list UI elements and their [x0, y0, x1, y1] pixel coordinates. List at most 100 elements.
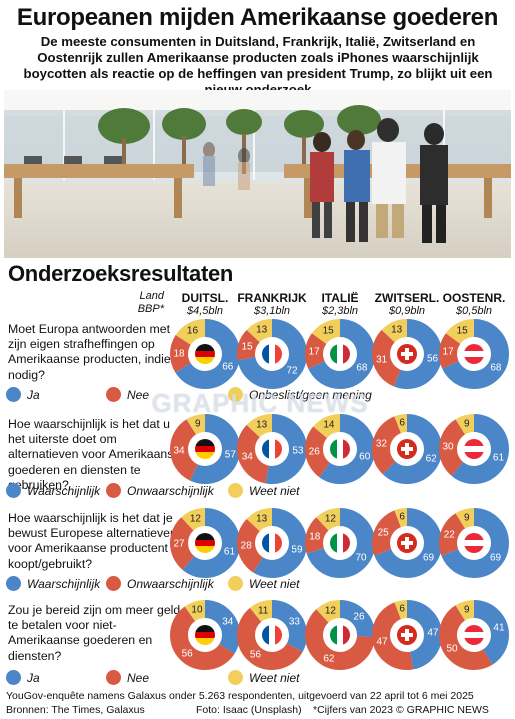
country-gdp: $2,3bln — [321, 305, 359, 317]
legend-label: Ja — [27, 388, 40, 402]
donut-chart: 34 56 10 — [169, 599, 241, 671]
donut-slice-red — [170, 600, 240, 670]
donut-slice-red — [237, 319, 307, 389]
donut-svg — [439, 600, 509, 670]
donut-chart: 41 50 9 — [438, 599, 510, 671]
donut-value-label: 50 — [446, 643, 458, 655]
donut-svg — [237, 319, 307, 389]
donut-value-label: 13 — [256, 513, 268, 525]
donut-value-label: 11 — [257, 605, 269, 617]
donut-slice-red — [305, 319, 375, 389]
donut-value-label: 13 — [391, 324, 403, 336]
legend-label: Onwaarschijnlijk — [127, 484, 214, 498]
donut-value-label: 28 — [240, 540, 252, 552]
austria-flag-icon — [464, 439, 484, 459]
legend-swatch — [106, 387, 121, 402]
switzerland-flag-icon — [397, 533, 417, 553]
donut-value-label: 9 — [463, 604, 470, 616]
donut-value-label: 30 — [442, 441, 454, 453]
legend-swatch — [106, 576, 121, 591]
legend-swatch — [6, 387, 21, 402]
germany-flag-icon — [195, 439, 215, 459]
donut-slice-red — [237, 414, 307, 484]
country-gdp: $3,1bln — [253, 305, 291, 317]
legend-label: Waarschijnlijk — [27, 577, 101, 591]
donut-value-label: 60 — [359, 451, 371, 463]
question-text: Hoe waarschijnlijk is het dat u het uite… — [8, 417, 181, 492]
legend-label: Weet niet — [249, 577, 300, 591]
donut-slice-yellow — [439, 508, 509, 578]
donut-svg — [439, 319, 509, 389]
donut-slice-yellow — [170, 319, 240, 389]
donut-value-label: 15 — [456, 325, 468, 337]
donut-value-label: 31 — [376, 354, 388, 366]
footer-note: *Cijfers van 2023 — [313, 704, 393, 716]
donut-slice-yellow — [237, 319, 307, 389]
donut-chart: 57 34 9 — [169, 413, 241, 485]
donut-slice-red — [305, 414, 375, 484]
country-header: ITALIË — [321, 291, 359, 305]
donut-value-label: 68 — [356, 362, 368, 374]
switzerland-flag-icon — [397, 625, 417, 645]
donut-slice-yellow — [439, 414, 509, 484]
donut-chart: 33 56 11 — [236, 599, 308, 671]
donut-value-label: 12 — [324, 513, 336, 525]
donut-svg — [305, 319, 375, 389]
donut-slice-yellow — [372, 600, 442, 670]
donut-svg — [305, 600, 375, 670]
donut-chart: 61 27 12 — [169, 507, 241, 579]
donut-value-label: 26 — [353, 611, 365, 623]
gdp-label: BBP* — [137, 303, 164, 315]
donut-chart: 59 28 13 — [236, 507, 308, 579]
donut-slice-yellow — [237, 508, 307, 578]
donut-value-label: 33 — [288, 616, 300, 628]
footer-copyright: © GRAPHIC NEWS — [396, 704, 489, 716]
legend-swatch — [228, 576, 243, 591]
legend-swatch — [6, 483, 21, 498]
donut-slice-red — [237, 600, 307, 670]
legend-label: Weet niet — [249, 671, 300, 685]
question-text: Zou je bereid zijn om meer geld te betal… — [8, 603, 181, 663]
donut-slice-red — [305, 508, 375, 578]
donut-slice-red — [305, 600, 375, 670]
donut-value-label: 17 — [308, 346, 320, 358]
legend-swatch — [228, 483, 243, 498]
header-land-label: Land BBP* — [108, 290, 164, 316]
donut-value-label: 13 — [256, 324, 268, 336]
country-header: ZWITSERL. — [374, 291, 440, 305]
donut-value-label: 18 — [309, 531, 321, 543]
donut-value-label: 12 — [189, 513, 201, 525]
donut-svg — [237, 600, 307, 670]
legend: Waarschijnlijk Onwaarschijnlijk Weet niet — [6, 483, 426, 501]
donut-chart: 26 62 12 — [304, 599, 376, 671]
austria-flag-icon — [464, 533, 484, 553]
france-flag-icon — [262, 344, 282, 364]
germany-flag-icon — [195, 344, 215, 364]
footer-survey: YouGov-enquête namens Galaxus onder 5.26… — [6, 690, 474, 702]
donut-chart: 69 22 9 — [438, 507, 510, 579]
store-photo — [4, 90, 511, 258]
store-interior-image — [4, 90, 511, 258]
austria-flag-icon — [464, 344, 484, 364]
italy-flag-icon — [330, 625, 350, 645]
section-title: Onderzoeksresultaten — [8, 261, 234, 286]
country-gdp: $4,5bln — [186, 305, 224, 317]
donut-chart: 56 31 13 — [371, 318, 443, 390]
germany-flag-icon — [195, 533, 215, 553]
country-gdp: $0,5bln — [455, 305, 493, 317]
donut-svg — [372, 600, 442, 670]
donut-slice-yellow — [439, 600, 509, 670]
donut-value-label: 13 — [256, 419, 268, 431]
donut-value-label: 17 — [442, 346, 454, 358]
legend-label: Onwaarschijnlijk — [127, 577, 214, 591]
donut-value-label: 15 — [322, 325, 334, 337]
donut-chart: 68 17 15 — [438, 318, 510, 390]
legend-label: Nee — [127, 388, 150, 402]
donut-value-label: 6 — [399, 603, 405, 615]
donut-value-label: 34 — [241, 451, 253, 463]
legend: Ja Nee Weet niet — [6, 670, 426, 688]
donut-value-label: 26 — [308, 446, 320, 458]
footer-sources: Bronnen: The Times, Galaxus — [6, 704, 145, 716]
donut-slice-red — [170, 414, 240, 484]
question-text: Hoe waarschijnlijk is het dat je bewust … — [8, 511, 177, 571]
